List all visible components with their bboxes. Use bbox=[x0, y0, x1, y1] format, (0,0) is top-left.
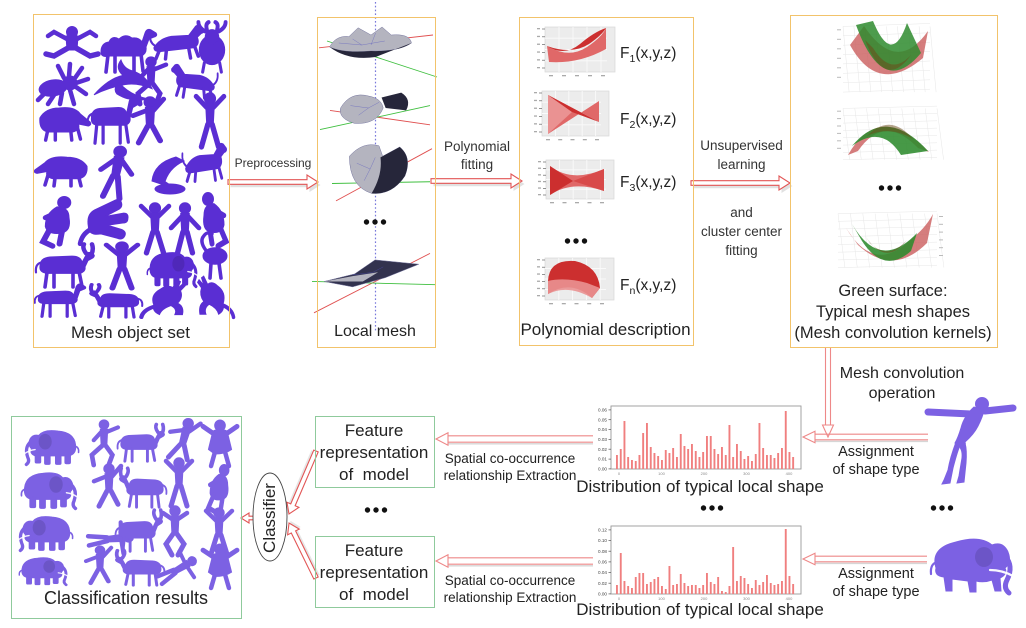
svg-text:200: 200 bbox=[701, 471, 708, 476]
svg-text:0.05: 0.05 bbox=[598, 417, 607, 422]
svg-text:0.12: 0.12 bbox=[598, 528, 607, 533]
svg-text:0.08: 0.08 bbox=[598, 549, 607, 554]
svg-text:0: 0 bbox=[618, 596, 621, 601]
svg-text:0.04: 0.04 bbox=[598, 570, 607, 575]
svg-text:200: 200 bbox=[701, 596, 708, 601]
svg-text:0.04: 0.04 bbox=[598, 427, 607, 432]
svg-text:0.03: 0.03 bbox=[598, 437, 607, 442]
svg-text:0.00: 0.00 bbox=[598, 467, 607, 472]
svg-text:0.10: 0.10 bbox=[598, 538, 607, 543]
svg-text:300: 300 bbox=[743, 596, 750, 601]
svg-text:0.00: 0.00 bbox=[598, 592, 607, 597]
svg-text:400: 400 bbox=[786, 596, 793, 601]
svg-text:0.01: 0.01 bbox=[598, 457, 607, 462]
svg-text:100: 100 bbox=[658, 596, 665, 601]
svg-text:100: 100 bbox=[658, 471, 665, 476]
svg-text:0.06: 0.06 bbox=[598, 408, 607, 413]
svg-text:400: 400 bbox=[786, 471, 793, 476]
svg-text:0.02: 0.02 bbox=[598, 581, 607, 586]
svg-text:300: 300 bbox=[743, 471, 750, 476]
svg-text:0.02: 0.02 bbox=[598, 447, 607, 452]
svg-text:0.06: 0.06 bbox=[598, 560, 607, 565]
svg-text:0: 0 bbox=[618, 471, 621, 476]
